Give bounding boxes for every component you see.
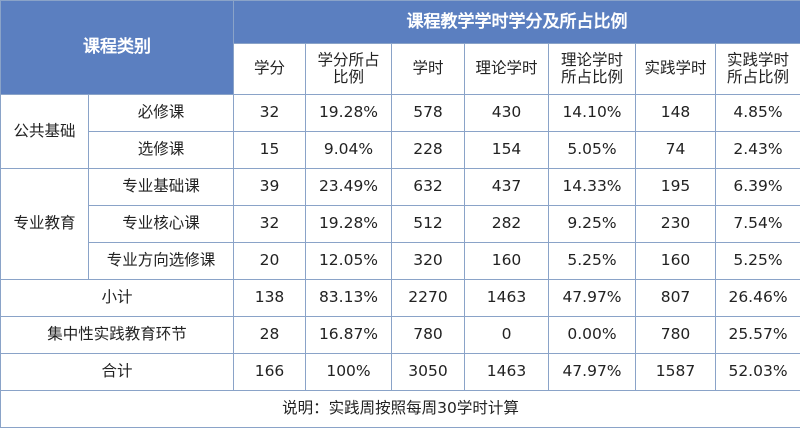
cell: 28 xyxy=(234,317,306,354)
table-row-practice: 集中性实践教育环节 28 16.87% 780 0 0.00% 780 25.5… xyxy=(1,317,800,354)
cell: 148 xyxy=(636,95,716,132)
cell: 6.39% xyxy=(716,169,800,206)
row-label: 合计 xyxy=(1,354,234,391)
cell: 100% xyxy=(306,354,392,391)
cell: 16.87% xyxy=(306,317,392,354)
cell: 39 xyxy=(234,169,306,206)
col-header: 学分所占 比例 xyxy=(306,44,392,95)
cell: 47.97% xyxy=(549,280,636,317)
note-row: 说明：实践周按照每周30学时计算 xyxy=(1,391,800,428)
col-header: 学分 xyxy=(234,44,306,95)
row-label: 专业方向选修课 xyxy=(89,243,234,280)
table-row: 公共基础 必修课 32 19.28% 578 430 14.10% 148 4.… xyxy=(1,95,800,132)
table-row: 专业核心课 32 19.28% 512 282 9.25% 230 7.54% xyxy=(1,206,800,243)
cell: 25.57% xyxy=(716,317,800,354)
row-label: 集中性实践教育环节 xyxy=(1,317,234,354)
cell: 282 xyxy=(465,206,549,243)
cell: 3050 xyxy=(392,354,465,391)
cell: 1587 xyxy=(636,354,716,391)
cell: 20 xyxy=(234,243,306,280)
table-row-subtotal: 小计 138 83.13% 2270 1463 47.97% 807 26.46… xyxy=(1,280,800,317)
cell: 19.28% xyxy=(306,206,392,243)
row-label: 专业核心课 xyxy=(89,206,234,243)
cell: 437 xyxy=(465,169,549,206)
cell: 74 xyxy=(636,132,716,169)
cell: 0 xyxy=(465,317,549,354)
cell: 632 xyxy=(392,169,465,206)
cell: 160 xyxy=(465,243,549,280)
cell: 230 xyxy=(636,206,716,243)
group-label: 专业教育 xyxy=(1,169,89,280)
cell: 5.25% xyxy=(549,243,636,280)
cell: 1463 xyxy=(465,354,549,391)
cell: 5.05% xyxy=(549,132,636,169)
cell: 807 xyxy=(636,280,716,317)
header-row-top: 课程类别 课程教学学时学分及所占比例 xyxy=(1,1,800,44)
cell: 780 xyxy=(392,317,465,354)
cell: 47.97% xyxy=(549,354,636,391)
col-header: 实践学时 xyxy=(636,44,716,95)
cell: 52.03% xyxy=(716,354,800,391)
row-label: 专业基础课 xyxy=(89,169,234,206)
cell: 7.54% xyxy=(716,206,800,243)
cell: 2.43% xyxy=(716,132,800,169)
cell: 32 xyxy=(234,206,306,243)
col-header: 理论学时 所占比例 xyxy=(549,44,636,95)
row-label: 小计 xyxy=(1,280,234,317)
cell: 83.13% xyxy=(306,280,392,317)
cell: 26.46% xyxy=(716,280,800,317)
header-group-title: 课程教学学时学分及所占比例 xyxy=(234,1,800,44)
cell: 578 xyxy=(392,95,465,132)
row-label: 必修课 xyxy=(89,95,234,132)
cell: 15 xyxy=(234,132,306,169)
group-label: 公共基础 xyxy=(1,95,89,169)
cell: 1463 xyxy=(465,280,549,317)
table-row-total: 合计 166 100% 3050 1463 47.97% 1587 52.03% xyxy=(1,354,800,391)
cell: 14.10% xyxy=(549,95,636,132)
header-course-category: 课程类别 xyxy=(1,1,234,95)
cell: 14.33% xyxy=(549,169,636,206)
table-row: 专业方向选修课 20 12.05% 320 160 5.25% 160 5.25… xyxy=(1,243,800,280)
cell: 138 xyxy=(234,280,306,317)
col-header: 学时 xyxy=(392,44,465,95)
table-row: 选修课 15 9.04% 228 154 5.05% 74 2.43% xyxy=(1,132,800,169)
cell: 160 xyxy=(636,243,716,280)
cell: 4.85% xyxy=(716,95,800,132)
row-label: 选修课 xyxy=(89,132,234,169)
cell: 2270 xyxy=(392,280,465,317)
table-row: 专业教育 专业基础课 39 23.49% 632 437 14.33% 195 … xyxy=(1,169,800,206)
cell: 0.00% xyxy=(549,317,636,354)
cell: 780 xyxy=(636,317,716,354)
cell: 23.49% xyxy=(306,169,392,206)
cell: 12.05% xyxy=(306,243,392,280)
cell: 19.28% xyxy=(306,95,392,132)
cell: 32 xyxy=(234,95,306,132)
cell: 195 xyxy=(636,169,716,206)
cell: 512 xyxy=(392,206,465,243)
cell: 430 xyxy=(465,95,549,132)
cell: 5.25% xyxy=(716,243,800,280)
cell: 9.25% xyxy=(549,206,636,243)
col-header: 理论学时 xyxy=(465,44,549,95)
cell: 9.04% xyxy=(306,132,392,169)
cell: 154 xyxy=(465,132,549,169)
cell: 228 xyxy=(392,132,465,169)
table-note: 说明：实践周按照每周30学时计算 xyxy=(1,391,800,428)
cell: 166 xyxy=(234,354,306,391)
col-header: 实践学时 所占比例 xyxy=(716,44,800,95)
cell: 320 xyxy=(392,243,465,280)
